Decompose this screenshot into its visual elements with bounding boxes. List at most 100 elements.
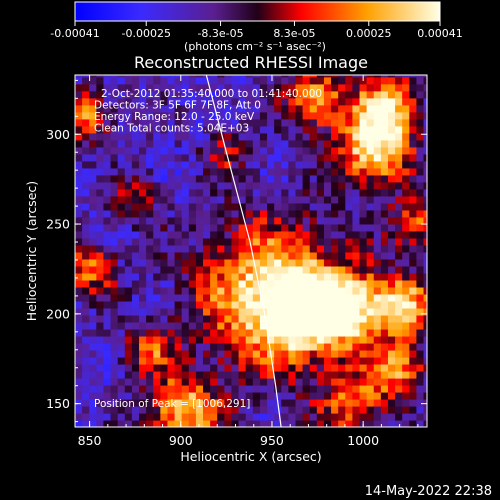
heatmap-cell <box>160 272 169 281</box>
heatmap-cell <box>267 384 275 393</box>
heatmap-cell <box>146 146 154 155</box>
heatmap-cell <box>96 139 105 148</box>
heatmap-cell <box>82 230 90 239</box>
heatmap-cell <box>167 265 176 274</box>
heatmap-cell <box>338 237 346 246</box>
heatmap-cell <box>352 97 361 106</box>
heatmap-cell <box>153 237 161 246</box>
heatmap-cell <box>75 405 83 414</box>
heatmap-cell <box>96 300 105 309</box>
heatmap-cell <box>352 272 361 281</box>
heatmap-cell <box>323 195 332 204</box>
heatmap-cell <box>395 139 403 148</box>
heatmap-cell <box>238 300 247 309</box>
heatmap-cell <box>167 244 176 253</box>
heatmap-cell <box>75 370 83 379</box>
heatmap-cell <box>373 391 382 400</box>
heatmap-cell <box>82 293 90 302</box>
heatmap-cell <box>274 181 282 190</box>
heatmap-cell <box>139 237 147 246</box>
heatmap-cell <box>373 75 382 78</box>
heatmap-cell <box>131 258 140 267</box>
heatmap-cell <box>288 174 297 183</box>
heatmap-cell <box>174 174 183 183</box>
heatmap-cell <box>416 265 425 274</box>
heatmap-cell <box>174 321 183 330</box>
heatmap-cell <box>146 75 154 78</box>
heatmap-cell <box>359 272 368 281</box>
heatmap-cell <box>75 132 83 141</box>
heatmap-cell <box>288 293 297 302</box>
heatmap-cell <box>352 237 361 246</box>
heatmap-cell <box>331 272 339 281</box>
heatmap-cell <box>210 279 218 288</box>
heatmap-cell <box>295 146 304 155</box>
heatmap-cell <box>245 188 254 197</box>
heatmap-cell <box>402 384 410 393</box>
heatmap-cell <box>423 76 427 85</box>
heatmap-cell <box>281 230 289 239</box>
heatmap-cell <box>316 286 325 295</box>
heatmap-cell <box>210 230 218 239</box>
heatmap-cell <box>224 167 233 176</box>
heatmap-cell <box>366 293 375 302</box>
heatmap-cell <box>146 272 154 281</box>
heatmap-cell <box>416 195 425 204</box>
heatmap-cell <box>295 391 304 400</box>
heatmap-cell <box>359 286 368 295</box>
heatmap-cell <box>131 293 140 302</box>
heatmap-cell <box>153 356 161 365</box>
heatmap-cell <box>195 356 204 365</box>
heatmap-cell <box>416 412 425 421</box>
heatmap-cell <box>274 188 282 197</box>
heatmap-cell <box>167 90 176 99</box>
heatmap-cell <box>395 258 403 267</box>
heatmap-cell <box>188 420 197 427</box>
heatmap-cell <box>338 420 346 427</box>
heatmap-cell <box>338 328 346 337</box>
heatmap-cell <box>245 174 254 183</box>
heatmap-cell <box>103 258 112 267</box>
heatmap-cell <box>103 300 112 309</box>
heatmap-cell <box>160 188 169 197</box>
heatmap-cell <box>224 377 233 386</box>
heatmap-cell <box>238 125 247 134</box>
heatmap-cell <box>387 363 396 372</box>
heatmap-cell <box>139 174 147 183</box>
heatmap-cell <box>423 167 427 176</box>
heatmap-cell <box>131 356 140 365</box>
heatmap-cell <box>316 328 325 337</box>
heatmap-cell <box>160 328 169 337</box>
heatmap-cell <box>217 265 225 274</box>
heatmap-cell <box>423 272 427 281</box>
heatmap-cell <box>302 420 311 427</box>
heatmap-cell <box>103 356 112 365</box>
heatmap-cell <box>160 412 169 421</box>
heatmap-cell <box>359 398 368 407</box>
heatmap-cell <box>373 230 382 239</box>
heatmap-cell <box>352 202 361 211</box>
heatmap-cell <box>380 279 389 288</box>
heatmap-cell <box>110 223 119 232</box>
heatmap-cell <box>409 321 418 330</box>
heatmap-cell <box>252 314 261 323</box>
heatmap-cell <box>96 153 105 162</box>
heatmap-cell <box>174 391 183 400</box>
heatmap-cell <box>267 160 275 169</box>
heatmap-cell <box>352 160 361 169</box>
heatmap-cell <box>224 111 233 120</box>
heatmap-cell <box>224 251 233 260</box>
heatmap-cell <box>188 188 197 197</box>
heatmap-cell <box>295 342 304 351</box>
heatmap-cell <box>288 237 297 246</box>
heatmap-cell <box>210 209 218 218</box>
x-tick-label: 850 <box>78 433 102 448</box>
heatmap-cell <box>231 412 240 421</box>
heatmap-cell <box>89 153 97 162</box>
heatmap-cell <box>402 370 410 379</box>
heatmap-cell <box>231 384 240 393</box>
heatmap-cell <box>231 83 240 92</box>
heatmap-cell <box>402 160 410 169</box>
heatmap-cell <box>288 377 297 386</box>
heatmap-cell <box>131 75 140 78</box>
